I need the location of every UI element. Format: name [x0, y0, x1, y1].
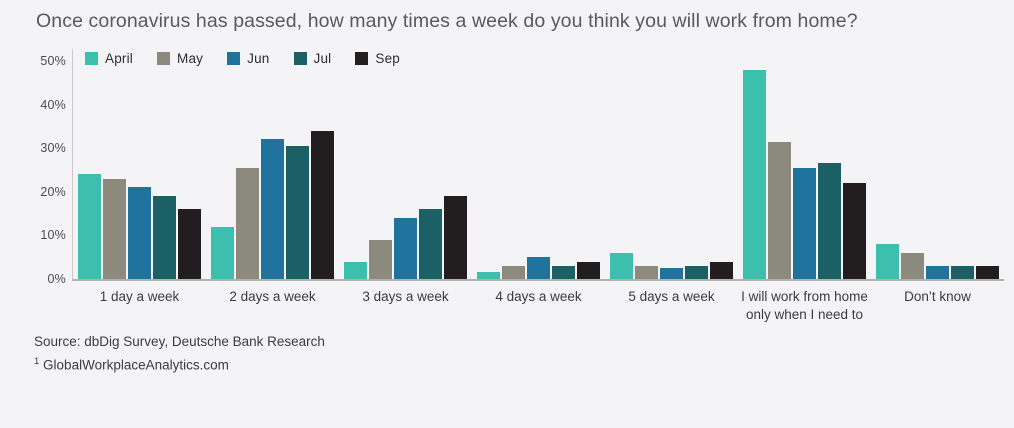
bar	[211, 227, 234, 279]
legend-item: Sep	[355, 51, 400, 66]
bar	[926, 266, 949, 279]
y-tick-label: 20%	[40, 184, 66, 199]
bar	[577, 262, 600, 279]
bar	[818, 163, 841, 279]
y-tick-label: 10%	[40, 228, 66, 243]
legend-swatch-icon	[157, 52, 171, 65]
chart-area: 0% 10% 20% 30% 40% 50% April May Jun Jul Sep	[33, 49, 1004, 286]
x-axis-labels: 1 day a week 2 days a week 3 days a week 4 …	[73, 288, 1004, 323]
bar	[901, 253, 924, 279]
bar	[261, 139, 284, 279]
bar	[502, 266, 525, 279]
bar-group	[605, 61, 738, 279]
legend-label: Sep	[375, 51, 400, 66]
bar	[286, 146, 309, 279]
legend-item: Jun	[227, 51, 269, 66]
bar	[369, 240, 392, 279]
plot-area: April May Jun Jul Sep	[72, 49, 1004, 281]
bar	[419, 209, 442, 279]
y-tick-label: 40%	[40, 97, 66, 112]
bar	[951, 266, 974, 279]
bar	[103, 179, 126, 279]
bar	[311, 131, 334, 279]
bar	[793, 168, 816, 279]
x-axis-category-label: Don’t know	[904, 289, 971, 304]
legend-item: Jul	[293, 51, 332, 66]
bar	[394, 218, 417, 279]
bar-group	[871, 61, 1004, 279]
bar	[710, 262, 733, 279]
y-axis: 0% 10% 20% 30% 40% 50%	[33, 49, 72, 286]
bar-group	[339, 61, 472, 279]
bar	[128, 187, 151, 279]
source-line-2: 1 GlobalWorkplaceAnalytics.com	[34, 355, 1004, 375]
bar-group	[206, 61, 339, 279]
legend-swatch-icon	[85, 52, 98, 65]
x-axis-category-label: I will work from home only when I need t…	[741, 289, 868, 322]
bar	[78, 174, 101, 279]
bar	[660, 268, 683, 279]
y-tick-label: 30%	[40, 141, 66, 156]
bar	[153, 196, 176, 279]
bar-cluster	[477, 257, 600, 279]
bar-cluster	[743, 70, 866, 279]
chart-title: Once coronavirus has passed, how many ti…	[36, 10, 858, 32]
bar	[236, 168, 259, 279]
bar	[685, 266, 708, 279]
x-axis-category-label: 1 day a week	[99, 289, 180, 304]
bar	[344, 262, 367, 279]
x-axis-category-label: 3 days a week	[362, 289, 449, 304]
bar-cluster	[344, 196, 467, 279]
bar	[552, 266, 575, 279]
bar	[976, 266, 999, 279]
bar	[178, 209, 201, 279]
bar	[768, 142, 791, 279]
legend-label: Jul	[313, 51, 332, 66]
x-axis-category-label: 4 days a week	[495, 289, 582, 304]
source-line-1: Source: dbDig Survey, Deutsche Bank Rese…	[34, 334, 325, 350]
legend-item: May	[157, 51, 203, 66]
bar-group	[472, 61, 605, 279]
bar	[843, 183, 866, 279]
y-tick-label: 50%	[40, 54, 66, 68]
x-axis-category-label: 2 days a week	[229, 289, 316, 304]
bar-cluster	[211, 131, 334, 279]
footnote-marker: 1	[34, 355, 40, 367]
legend-label: Jun	[247, 51, 270, 66]
legend-swatch-icon	[355, 52, 369, 65]
bar	[876, 244, 899, 279]
bar	[743, 70, 766, 279]
legend-label: May	[177, 51, 204, 66]
bar-group	[738, 61, 871, 279]
legend-swatch-icon	[227, 52, 241, 65]
legend: April May Jun Jul Sep	[85, 51, 400, 66]
bar-groups	[73, 61, 1004, 279]
bar-cluster	[610, 253, 733, 279]
x-axis-category-label: 5 days a week	[628, 289, 715, 304]
bar	[610, 253, 633, 279]
bar	[527, 257, 550, 279]
bar-group	[73, 61, 206, 279]
legend-item: April	[85, 51, 133, 66]
footnote-text: GlobalWorkplaceAnalytics.com	[39, 357, 229, 373]
bar-cluster	[78, 174, 201, 279]
bar	[444, 196, 467, 279]
legend-swatch-icon	[293, 52, 307, 65]
bar	[635, 266, 658, 279]
source-block: Source: dbDig Survey, Deutsche Bank Rese…	[34, 332, 1004, 375]
legend-label: April	[105, 51, 134, 66]
y-tick-label: 0%	[47, 272, 66, 286]
bar	[477, 272, 500, 279]
bar-cluster	[876, 244, 999, 279]
